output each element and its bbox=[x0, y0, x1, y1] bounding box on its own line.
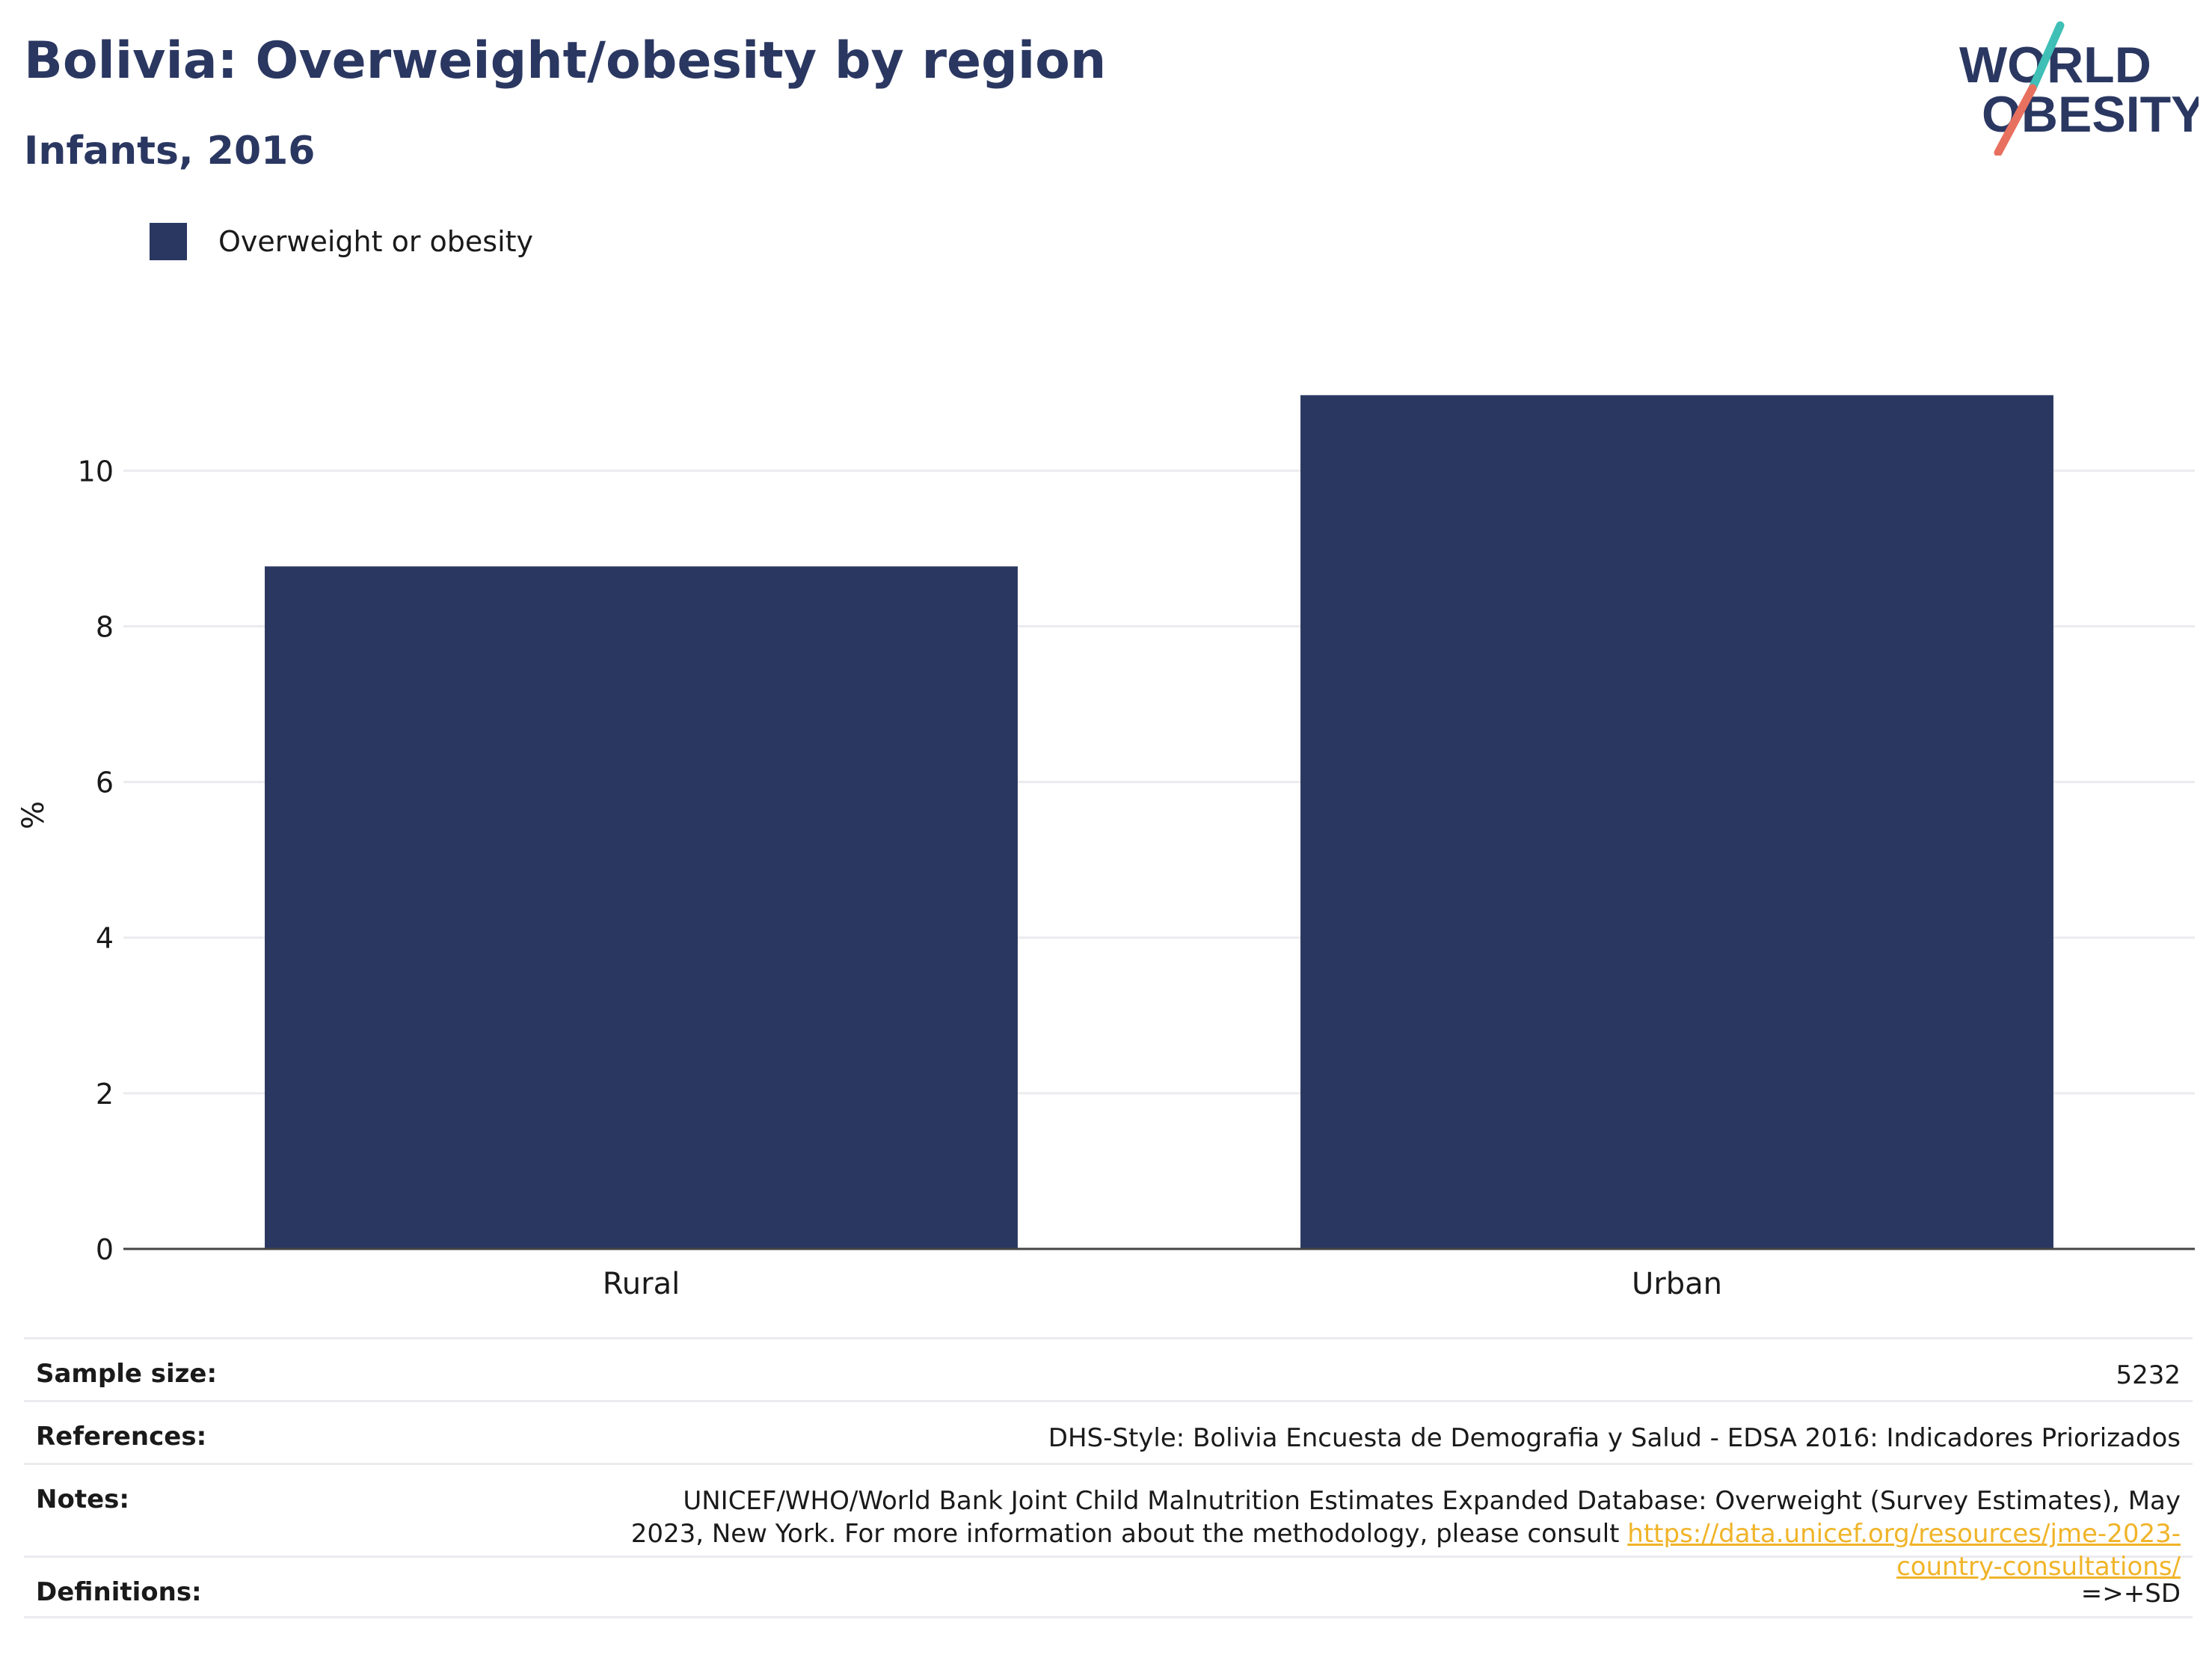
legend-label[interactable]: Overweight or obesity bbox=[218, 225, 534, 258]
info-row-references: References: DHS-Style: Bolivia Encuesta … bbox=[24, 1400, 2193, 1463]
info-table: Sample size: 5232 References: DHS-Style:… bbox=[24, 1337, 2193, 1618]
y-tick-label: 2 bbox=[96, 1078, 114, 1111]
references-label: References: bbox=[36, 1422, 207, 1452]
y-tick-label: 10 bbox=[78, 455, 114, 488]
bar-urban[interactable] bbox=[1300, 395, 2053, 1249]
sample-size-label: Sample size: bbox=[36, 1359, 218, 1389]
y-tick-labels: 0 2 4 6 8 10 bbox=[78, 455, 114, 1266]
logo-slash-bottom bbox=[1994, 84, 2037, 156]
methodology-link[interactable]: https://data.unicef.org/resources/jme-20… bbox=[1627, 1519, 2181, 1582]
x-tick-label-rural: Rural bbox=[603, 1267, 680, 1301]
y-tick-label: 8 bbox=[96, 610, 114, 643]
legend: Overweight or obesity bbox=[150, 223, 533, 260]
chart-subtitle: Infants, 2016 bbox=[24, 129, 316, 174]
legend-swatch[interactable] bbox=[150, 223, 187, 260]
definitions-value: =>+SD bbox=[2080, 1579, 2181, 1609]
notes-text: UNICEF/WHO/World Bank Joint Child Malnut… bbox=[630, 1486, 2181, 1549]
info-row-notes: Notes: UNICEF/WHO/World Bank Joint Child… bbox=[24, 1463, 2193, 1582]
bar-rural[interactable] bbox=[265, 566, 1018, 1249]
sample-size-value: 5232 bbox=[2116, 1360, 2181, 1390]
info-row-definitions: Definitions: =>+SD bbox=[24, 1556, 2193, 1618]
y-tick-label: 6 bbox=[96, 767, 114, 799]
info-row-sample-size: Sample size: 5232 bbox=[24, 1337, 2193, 1400]
references-value: DHS-Style: Bolivia Encuesta de Demografi… bbox=[1048, 1423, 2181, 1453]
x-tick-label-urban: Urban bbox=[1632, 1267, 1722, 1301]
bars bbox=[265, 395, 2053, 1249]
definitions-label: Definitions: bbox=[36, 1577, 202, 1607]
notes-value: UNICEF/WHO/World Bank Joint Child Malnut… bbox=[610, 1465, 2181, 1582]
world-obesity-logo: WORLD OBESITY bbox=[1959, 21, 2199, 156]
y-axis-label: % bbox=[16, 801, 51, 829]
chart-title: Bolivia: Overweight/obesity by region bbox=[24, 31, 1107, 90]
logo-slash-top bbox=[2028, 21, 2065, 93]
y-tick-label: 0 bbox=[96, 1233, 114, 1266]
notes-label: Notes: bbox=[36, 1484, 129, 1514]
bar-chart: 0 2 4 6 8 10 Rural Urban % bbox=[16, 395, 2195, 1301]
y-tick-label: 4 bbox=[96, 922, 114, 955]
x-tick-labels: Rural Urban bbox=[603, 1267, 1722, 1301]
